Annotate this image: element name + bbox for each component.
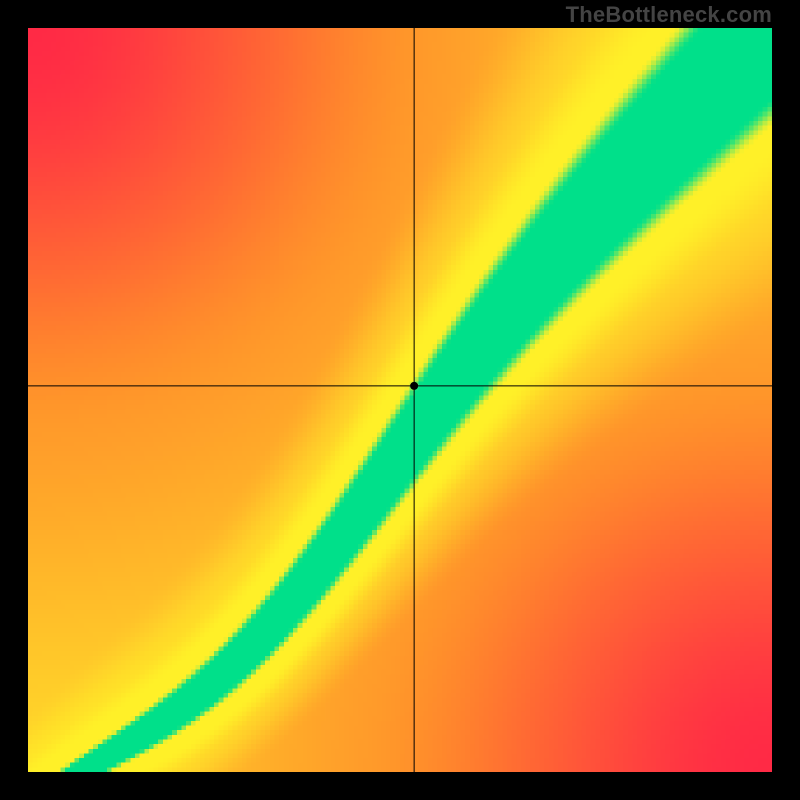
bottleneck-heatmap (28, 28, 772, 772)
watermark-text: TheBottleneck.com (566, 2, 772, 28)
chart-container: TheBottleneck.com (0, 0, 800, 800)
